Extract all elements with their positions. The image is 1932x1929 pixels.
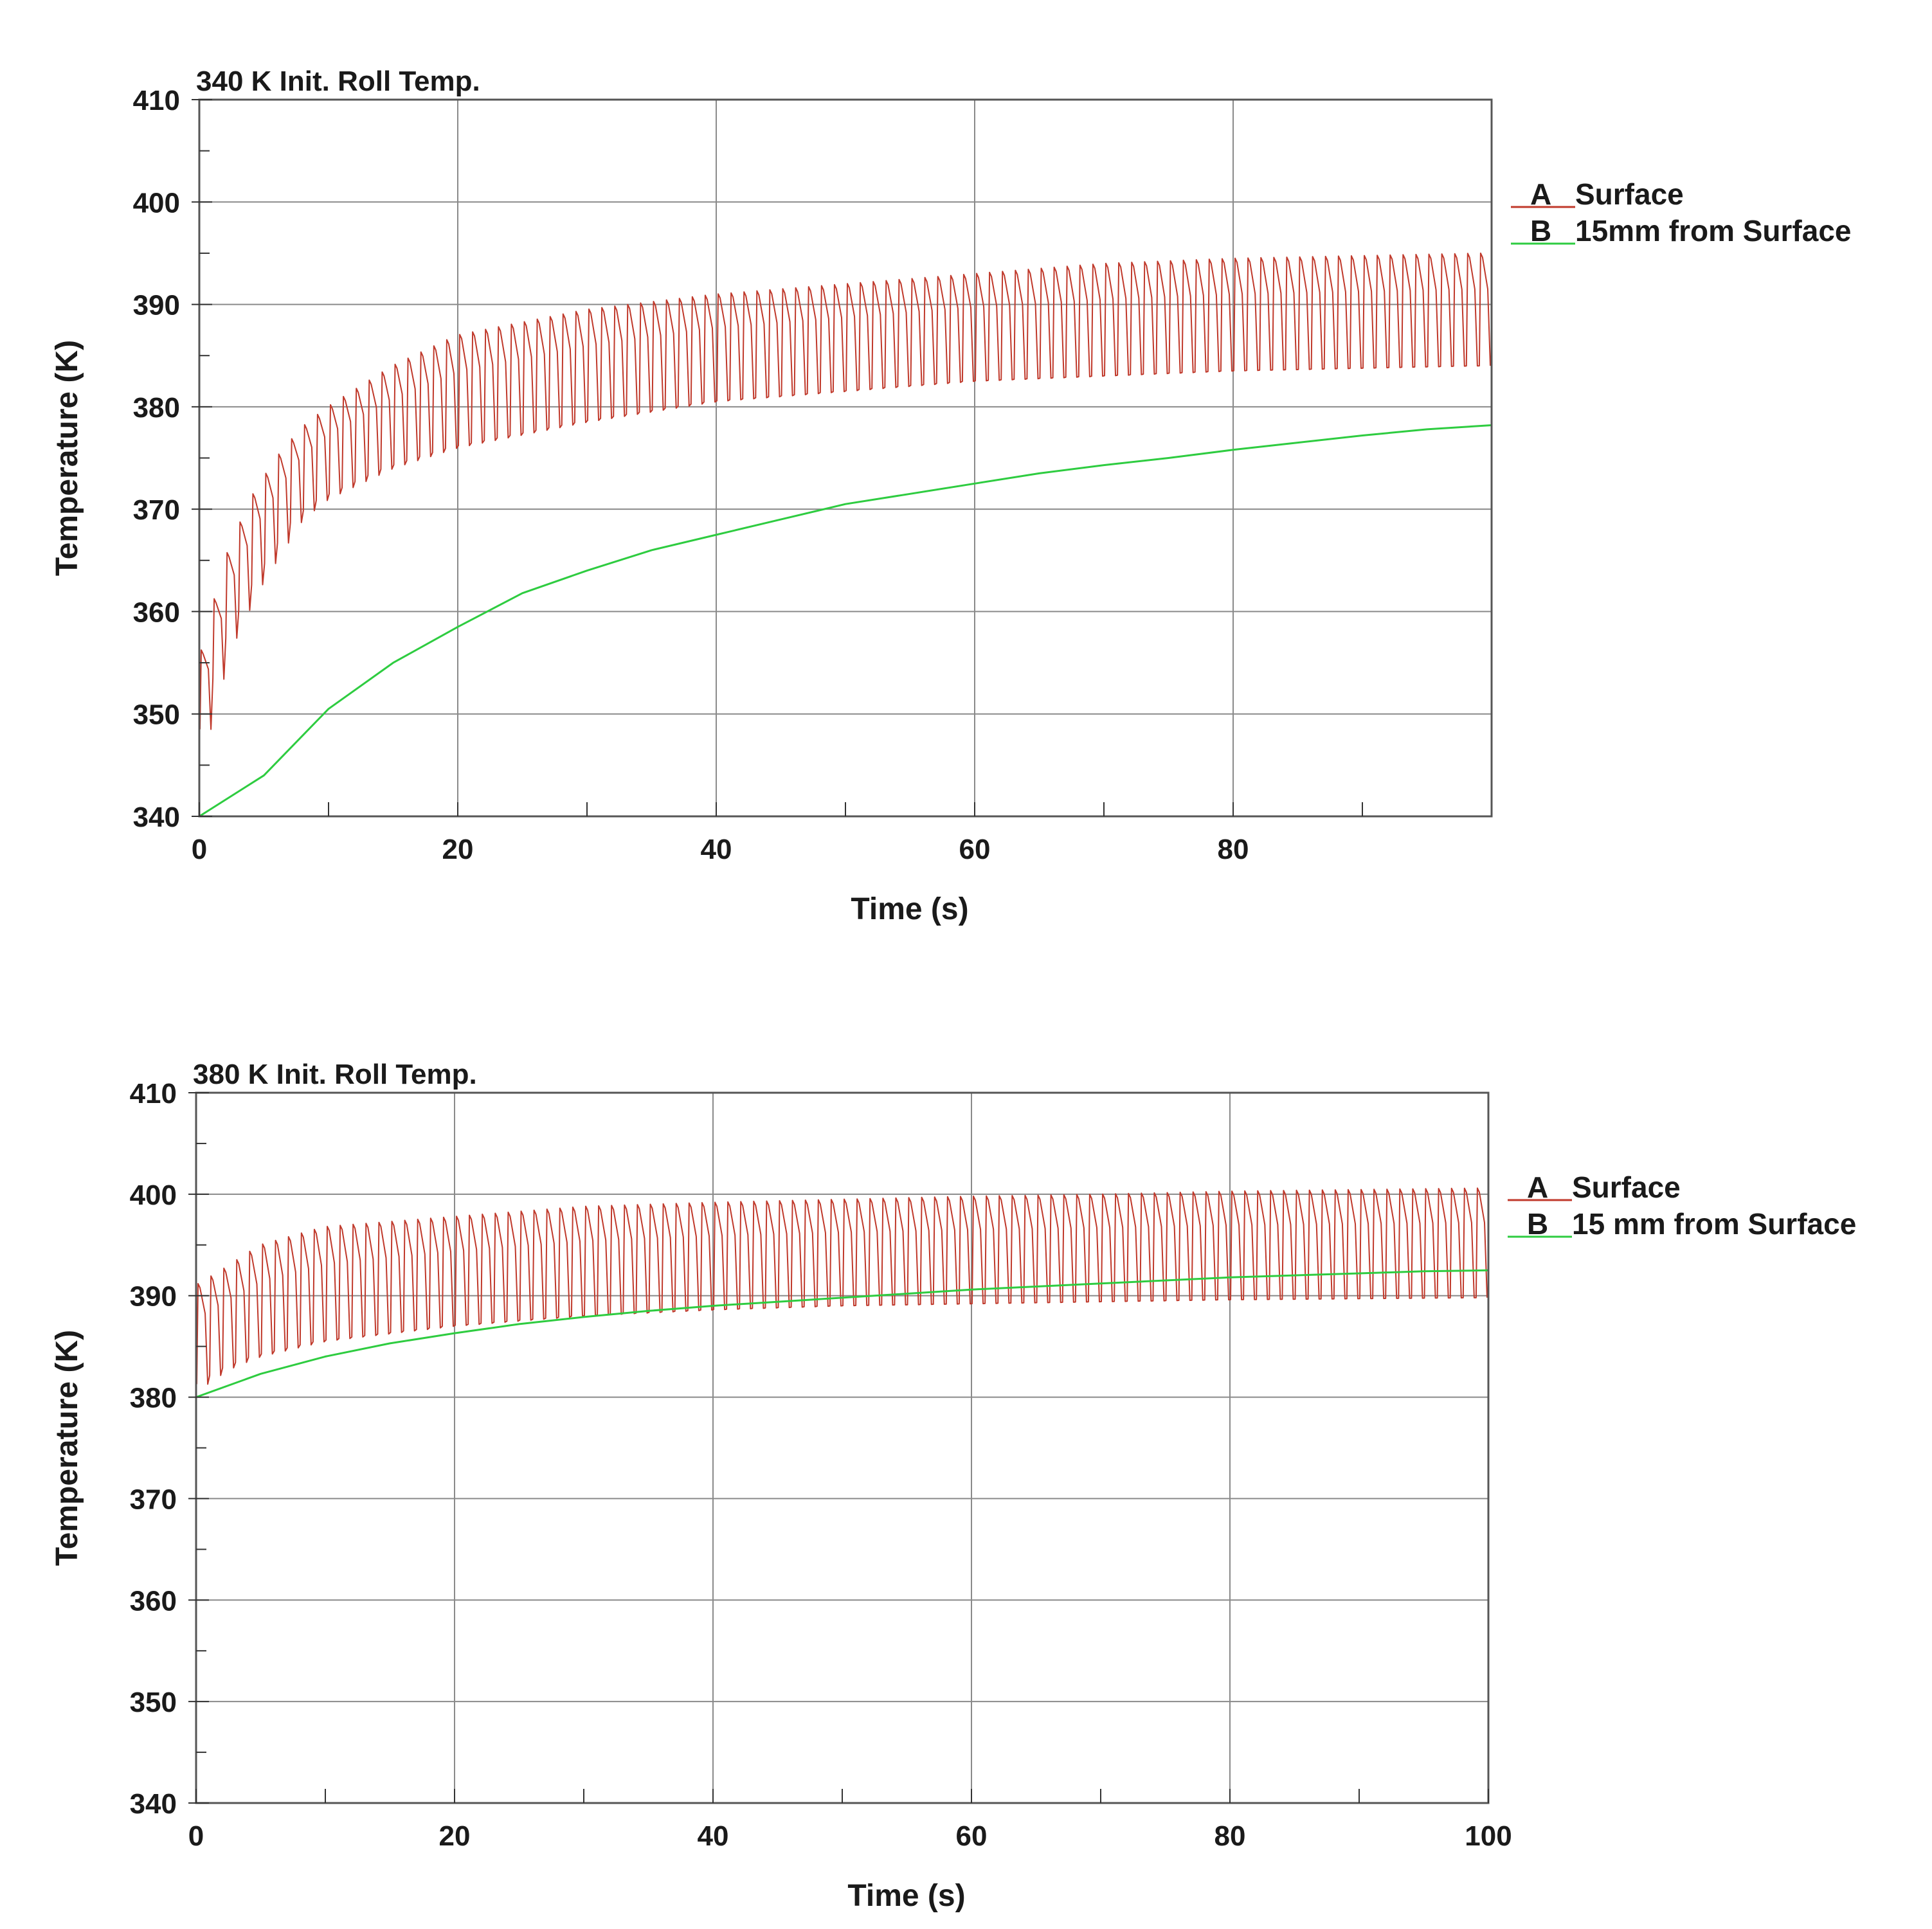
x-tick-label: 80 [1214, 1820, 1246, 1852]
ticks: 0 20 40 60 80 340 350 360 370 380 390 400 410 [133, 85, 1363, 865]
y-tick-label: 340 [133, 802, 180, 833]
y-tick-label: 400 [133, 187, 180, 219]
x-tick-label: 60 [959, 834, 991, 865]
legend-label-surface: Surface [1572, 1171, 1681, 1204]
x-tick-label: 20 [442, 834, 474, 865]
legend-label-depth: 15 mm from Surface [1572, 1207, 1856, 1241]
series-line-b [199, 424, 1492, 818]
x-tick-label: 80 [1218, 834, 1249, 865]
y-tick-label: 410 [130, 1078, 177, 1109]
y-tick-label: 410 [133, 85, 180, 116]
y-tick-label: 370 [133, 494, 180, 526]
series-line-b [195, 1269, 1489, 1399]
y-tick-label: 380 [133, 392, 180, 424]
legend-label-surface: Surface [1575, 177, 1684, 211]
x-tick-label: 60 [956, 1820, 988, 1852]
y-axis-label: Temperature (K) [50, 1330, 84, 1566]
x-tick-label: 100 [1465, 1820, 1512, 1852]
grid [199, 99, 1492, 816]
y-tick-label: 360 [130, 1585, 177, 1617]
legend-key-b: B [1527, 1207, 1548, 1241]
x-tick-label: 20 [439, 1820, 471, 1852]
x-axis-label: Time (s) [847, 1879, 965, 1913]
grid [196, 1092, 1489, 1803]
legend-key-a: A [1530, 177, 1551, 211]
y-tick-label: 400 [130, 1180, 177, 1211]
x-tick-label: 40 [701, 834, 732, 865]
series [199, 252, 1492, 818]
x-tick-label: 0 [188, 1820, 204, 1852]
y-axis-label: Temperature (K) [50, 340, 84, 576]
legend: A Surface B 15mm from Surface [1511, 177, 1852, 247]
legend-key-b: B [1530, 214, 1551, 247]
legend-label-depth: 15mm from Surface [1575, 214, 1852, 247]
y-tick-label: 390 [130, 1281, 177, 1313]
chart-title: 380 K Init. Roll Temp. [193, 1059, 477, 1090]
ticks: 0 20 40 60 80 100 340 350 360 370 380 390 400 410 [130, 1078, 1512, 1852]
chart-title: 340 K Init. Roll Temp. [196, 66, 480, 97]
chart-340k: 0 20 40 60 80 340 350 360 370 380 390 400 410 340 K … [50, 66, 1852, 926]
series [195, 1187, 1489, 1399]
y-tick-label: 350 [130, 1687, 177, 1718]
y-tick-label: 360 [133, 597, 180, 628]
series-line-a [196, 1187, 1488, 1385]
y-tick-label: 350 [133, 699, 180, 731]
y-tick-label: 340 [130, 1788, 177, 1820]
x-tick-label: 40 [698, 1820, 729, 1852]
y-tick-label: 380 [130, 1383, 177, 1414]
plot-frame [198, 98, 1493, 818]
series-line-a [199, 252, 1491, 730]
plot-frame [195, 1091, 1490, 1804]
x-tick-label: 0 [192, 834, 207, 865]
y-tick-label: 390 [133, 290, 180, 321]
y-tick-label: 370 [130, 1484, 177, 1515]
legend-key-a: A [1527, 1171, 1548, 1204]
legend: A Surface B 15 mm from Surface [1508, 1171, 1856, 1241]
x-axis-label: Time (s) [851, 892, 968, 926]
chart-380k: 0 20 40 60 80 100 340 350 360 370 380 390 400 410 380… [50, 1059, 1856, 1913]
